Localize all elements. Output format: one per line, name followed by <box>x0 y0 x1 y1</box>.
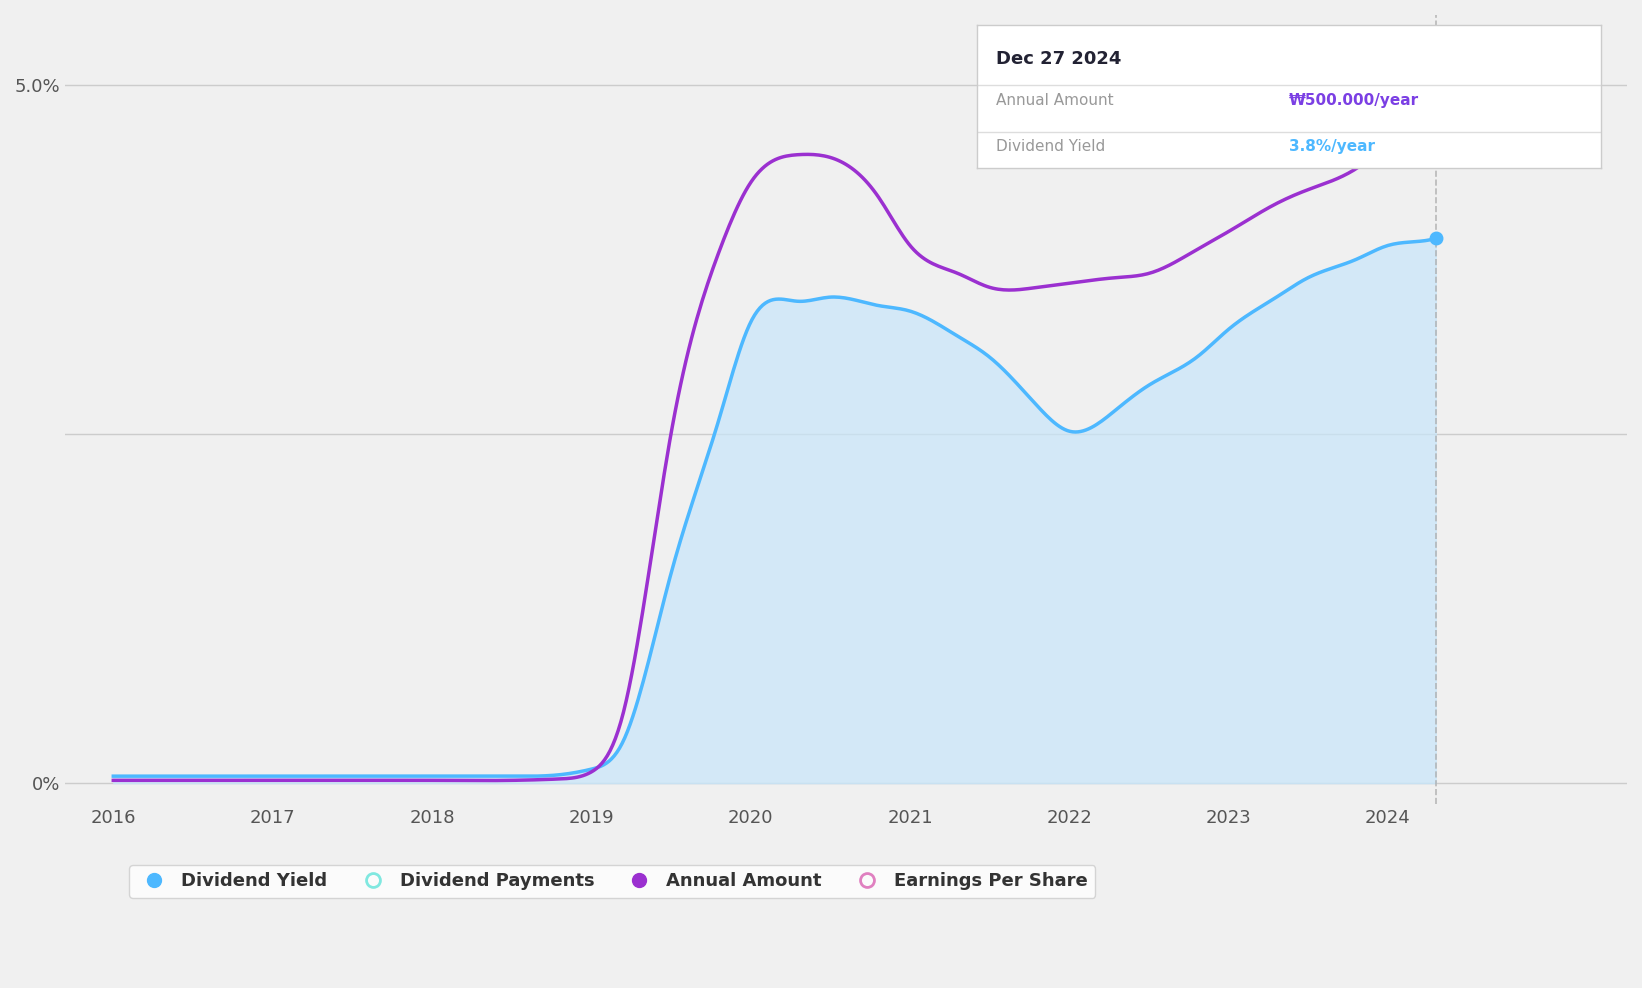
Text: Dividend Yield: Dividend Yield <box>995 139 1105 154</box>
Legend: Dividend Yield, Dividend Payments, Annual Amount, Earnings Per Share: Dividend Yield, Dividend Payments, Annua… <box>128 865 1095 898</box>
Text: Past: Past <box>1443 138 1481 156</box>
Text: Dec 27 2024: Dec 27 2024 <box>995 50 1121 68</box>
Text: 3.8%/year: 3.8%/year <box>1289 139 1374 154</box>
Text: Annual Amount: Annual Amount <box>995 94 1113 109</box>
Text: ₩500.000/year: ₩500.000/year <box>1289 94 1419 109</box>
